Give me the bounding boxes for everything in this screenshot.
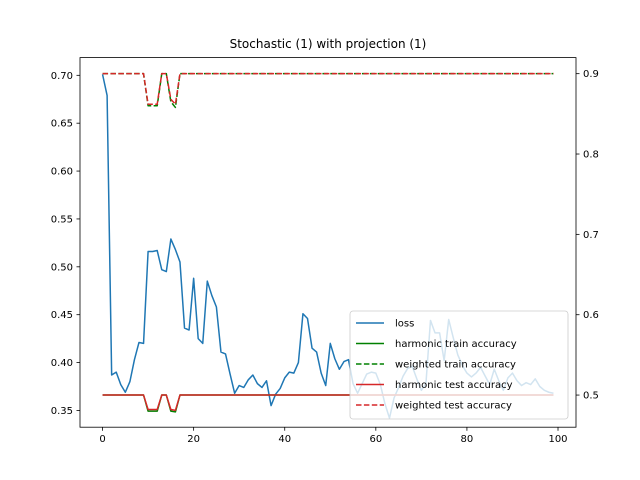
legend-label: weighted test accuracy	[395, 401, 512, 412]
y-left-tick-label: 0.35	[51, 406, 73, 417]
y-left-tick-label: 0.70	[51, 71, 73, 82]
y-right-tick-label: 0.7	[583, 230, 599, 241]
y-right-tick-label: 0.6	[583, 310, 599, 321]
legend: loss harmonic train accuracy weighted trai…	[349, 310, 569, 420]
x-tick-label: 100	[548, 434, 567, 445]
x-tick-label: 40	[278, 434, 291, 445]
series-line-weighted-test-accuracy	[102, 72, 554, 105]
y-right-tick-label: 0.9	[583, 69, 599, 80]
x-tick-label: 0	[99, 434, 105, 445]
y-left-tick-label: 0.40	[51, 358, 73, 369]
legend-label: harmonic test accuracy	[395, 380, 513, 391]
y-left-tick-label: 0.50	[51, 262, 73, 273]
y-left-tick-label: 0.55	[51, 214, 73, 225]
x-tick-label: 60	[369, 434, 382, 445]
x-tick-label: 20	[187, 434, 200, 445]
legend-label: loss	[395, 319, 414, 330]
x-tick-label: 80	[461, 434, 474, 445]
chart-title: Stochastic (1) with projection (1)	[230, 37, 427, 51]
y-right-tick-label: 0.5	[583, 391, 599, 402]
legend-label: harmonic train accuracy	[395, 339, 517, 350]
y-left-tick-label: 0.45	[51, 310, 73, 321]
y-left-tick-label: 0.65	[51, 119, 73, 130]
legend-label: weighted train accuracy	[395, 360, 516, 371]
axis-layer: 0 20 40 60 80 100 0.35 0.40 0.45 0.50 0.55 0.60 0.65…	[51, 69, 599, 445]
series-line-weighted-train-accuracy	[102, 72, 554, 109]
legend-box	[349, 310, 569, 420]
y-right-tick-label: 0.8	[583, 150, 599, 161]
plot-frame	[79, 57, 577, 428]
y-left-tick-label: 0.60	[51, 167, 73, 178]
